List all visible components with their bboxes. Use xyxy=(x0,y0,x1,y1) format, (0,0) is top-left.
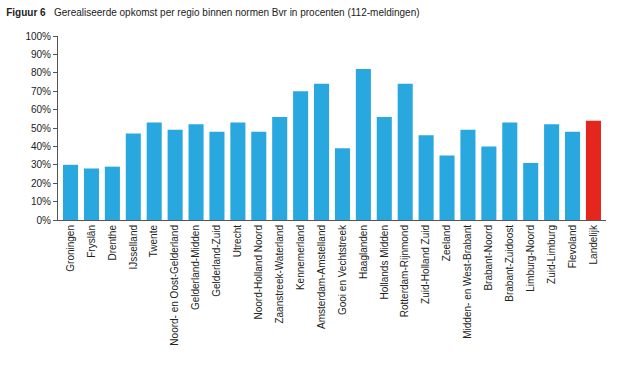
svg-text:Fryslân: Fryslân xyxy=(86,225,97,258)
svg-text:Limburg-Noord: Limburg-Noord xyxy=(525,225,536,292)
svg-text:Zeeland: Zeeland xyxy=(441,225,452,261)
svg-text:Brabant-Noord: Brabant-Noord xyxy=(483,225,494,291)
svg-text:Noord- en Oost-Gelderland: Noord- en Oost-Gelderland xyxy=(169,225,180,346)
svg-text:60%: 60% xyxy=(31,104,51,115)
svg-text:20%: 20% xyxy=(31,178,51,189)
svg-text:Zuid-Holland Zuid: Zuid-Holland Zuid xyxy=(420,225,431,304)
svg-text:Gelderland-Zuid: Gelderland-Zuid xyxy=(211,225,222,297)
svg-text:0%: 0% xyxy=(37,215,52,226)
svg-text:Flevoland: Flevoland xyxy=(567,225,578,268)
svg-text:Hollands Midden: Hollands Midden xyxy=(379,225,390,300)
svg-text:Midden- en West-Brabant: Midden- en West-Brabant xyxy=(462,225,473,339)
svg-text:Zaanstreek-Waterland: Zaanstreek-Waterland xyxy=(274,225,285,324)
svg-text:Utrecht: Utrecht xyxy=(232,225,243,257)
svg-text:Noord-Holland Noord: Noord-Holland Noord xyxy=(253,225,264,320)
svg-text:40%: 40% xyxy=(31,141,51,152)
svg-text:Figuur 6 Gerealiseerde opkom: Figuur 6 Gerealiseerde opkomst per regio… xyxy=(6,7,419,18)
svg-text:Gooi en Vechtstreek: Gooi en Vechtstreek xyxy=(337,224,348,315)
svg-text:Kennemerland: Kennemerland xyxy=(295,225,306,290)
svg-text:IJsselland: IJsselland xyxy=(128,225,139,269)
svg-text:80%: 80% xyxy=(31,67,51,78)
svg-text:Haaglanden: Haaglanden xyxy=(358,225,369,279)
svg-text:Twente: Twente xyxy=(148,225,159,258)
svg-text:70%: 70% xyxy=(31,86,51,97)
svg-text:100%: 100% xyxy=(25,31,51,42)
svg-text:10%: 10% xyxy=(31,196,51,207)
svg-text:Gelderland-Midden: Gelderland-Midden xyxy=(190,225,201,310)
svg-text:50%: 50% xyxy=(31,123,51,134)
svg-text:90%: 90% xyxy=(31,49,51,60)
svg-text:Brabant-Zuidoost: Brabant-Zuidoost xyxy=(504,225,515,302)
svg-text:Amsterdam-Amstelland: Amsterdam-Amstelland xyxy=(316,225,327,329)
svg-text:Drenthe: Drenthe xyxy=(107,225,118,261)
svg-text:Rotterdam-Rijnmond: Rotterdam-Rijnmond xyxy=(399,225,410,317)
svg-text:30%: 30% xyxy=(31,159,51,170)
svg-text:Zuid-Limburg: Zuid-Limburg xyxy=(546,225,557,284)
svg-text:Landelijk: Landelijk xyxy=(588,224,599,264)
svg-text:Groningen: Groningen xyxy=(65,225,76,272)
